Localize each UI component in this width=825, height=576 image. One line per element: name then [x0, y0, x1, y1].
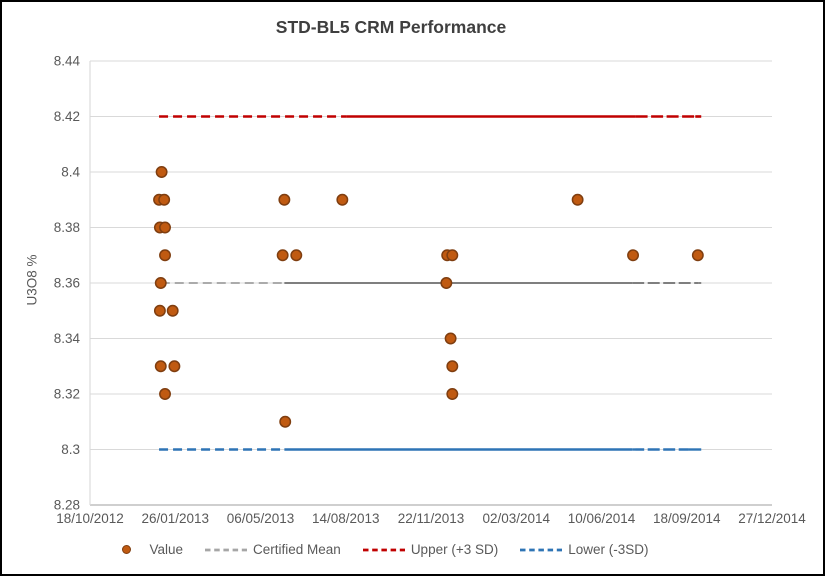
- legend-label-upper: Upper (+3 SD): [410, 542, 499, 557]
- data-point: [276, 249, 289, 262]
- x-tick-label: 02/03/2014: [482, 511, 550, 526]
- legend-label-certified-mean: Certified Mean: [253, 542, 341, 557]
- y-tick-label: 8.4: [61, 165, 80, 180]
- data-point: [166, 304, 179, 317]
- data-point: [444, 332, 457, 345]
- data-point: [155, 166, 168, 178]
- data-point: [446, 249, 459, 262]
- y-tick-label: 8.28: [54, 498, 80, 513]
- lower-limit-dash-swatch: [520, 548, 563, 551]
- data-point: [336, 193, 349, 206]
- upper-limit-dash-swatch: [362, 548, 405, 551]
- data-point: [627, 249, 639, 262]
- legend-item-lower: Lower (-3SD): [520, 542, 649, 557]
- legend-item-certified-mean: Certified Mean: [205, 542, 341, 557]
- data-point: [158, 193, 171, 206]
- data-point: [691, 249, 704, 262]
- legend-label-value: Value: [149, 542, 184, 557]
- y-tick-label: 8.36: [54, 276, 80, 291]
- y-tick-label: 8.44: [54, 54, 81, 69]
- certified-mean-dash-swatch: [205, 548, 248, 551]
- legend-label-lower: Lower (-3SD): [568, 542, 649, 557]
- value-marker-swatch: [122, 545, 132, 554]
- y-tick-label: 8.42: [54, 109, 80, 124]
- y-tick-label: 8.38: [54, 220, 80, 235]
- y-tick-label: 8.3: [61, 442, 80, 457]
- data-point: [153, 304, 166, 317]
- legend-item-value: Value: [122, 542, 183, 557]
- x-tick-label: 22/11/2013: [398, 511, 465, 526]
- y-tick-label: 8.34: [54, 331, 81, 346]
- x-tick-label: 27/12/2014: [738, 511, 806, 526]
- data-point: [278, 193, 291, 206]
- x-tick-label: 06/05/2013: [227, 511, 295, 526]
- x-tick-label: 18/10/2012: [56, 511, 124, 526]
- x-tick-label: 14/08/2013: [312, 511, 380, 526]
- data-point: [446, 388, 459, 400]
- data-point: [279, 415, 292, 428]
- x-tick-label: 18/09/2014: [653, 511, 721, 526]
- data-point: [290, 249, 303, 262]
- data-point: [159, 221, 171, 234]
- data-point: [446, 360, 459, 373]
- data-point: [154, 277, 167, 289]
- x-tick-label: 26/01/2013: [141, 511, 209, 526]
- legend-item-upper: Upper (+3 SD): [362, 542, 499, 557]
- data-point: [159, 249, 171, 262]
- data-point: [571, 193, 584, 206]
- data-point: [159, 388, 171, 400]
- data-point: [154, 360, 167, 373]
- data-point: [440, 277, 453, 289]
- chart-title: STD-BL5 CRM Performance: [275, 17, 507, 37]
- y-tick-label: 8.32: [54, 387, 80, 402]
- legend: Value Certified Mean Upper (+3 SD) Lower…: [2, 542, 796, 557]
- x-tick-label: 10/06/2014: [568, 511, 636, 526]
- data-point: [168, 360, 181, 373]
